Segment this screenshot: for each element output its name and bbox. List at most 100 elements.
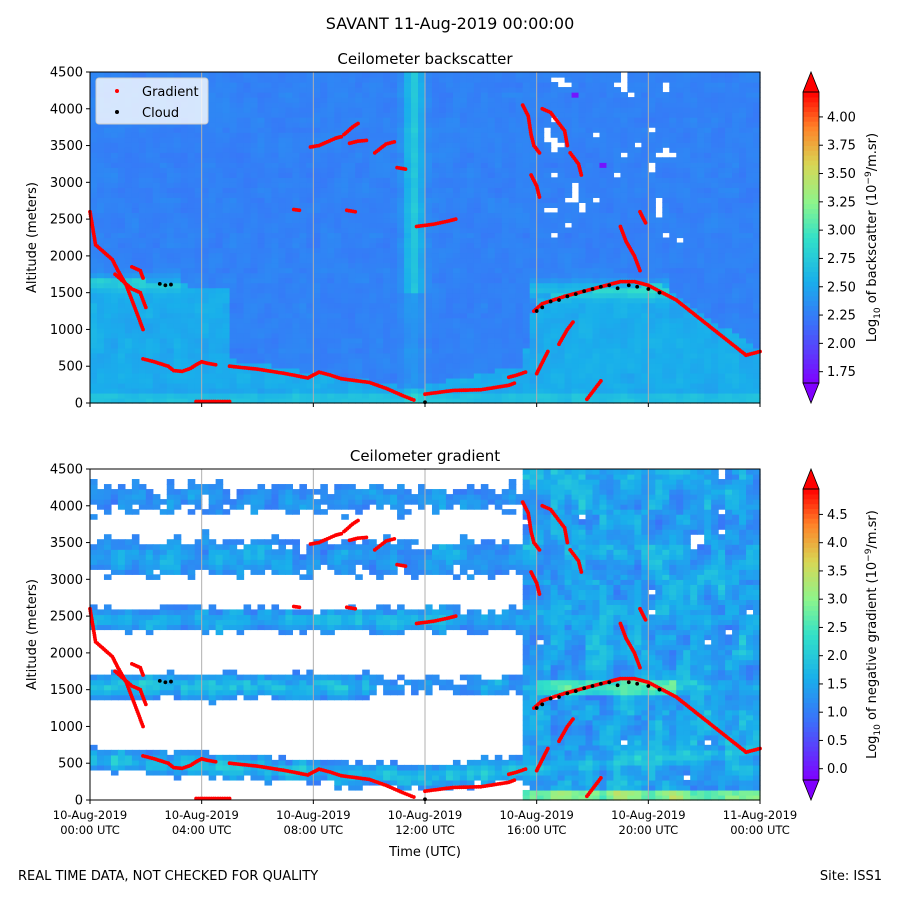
heatmap-cell — [592, 147, 601, 153]
heatmap-cell — [376, 152, 384, 158]
heatmap-cell — [131, 132, 140, 138]
heatmap-cell — [355, 227, 363, 234]
heatmap-cell — [592, 242, 601, 249]
heatmap-cell — [459, 252, 468, 259]
heatmap-cell — [494, 312, 503, 319]
heatmap-cell — [96, 262, 105, 269]
heatmap-cell — [271, 112, 280, 118]
heatmap-cell — [187, 332, 196, 339]
heatmap-cell — [103, 202, 112, 209]
heatmap-cell — [327, 217, 335, 224]
heatmap-cell — [459, 367, 468, 374]
heatmap-cell — [369, 347, 377, 354]
heatmap-cell — [243, 202, 252, 209]
heatmap-cell — [285, 262, 293, 269]
heatmap-cell — [390, 107, 398, 113]
heatmap-cell — [327, 127, 335, 133]
heatmap-cell — [404, 187, 412, 193]
heatmap-cell — [208, 327, 217, 334]
heatmap-cell — [557, 172, 566, 178]
heatmap-cell — [452, 192, 461, 198]
heatmap-cell — [152, 302, 161, 309]
heatmap-cell — [96, 232, 105, 239]
heatmap-cell — [494, 222, 503, 229]
heatmap-cell — [152, 312, 161, 319]
heatmap-cell — [306, 77, 314, 83]
heatmap-cell — [145, 262, 154, 269]
heatmap-cell — [236, 212, 245, 219]
heatmap-cell — [536, 77, 545, 83]
heatmap-cell — [117, 222, 126, 229]
heatmap-cell — [362, 117, 370, 123]
heatmap-cell — [459, 242, 468, 249]
heatmap-cell — [313, 312, 321, 319]
heatmap-cell — [438, 357, 447, 364]
heatmap-cell — [515, 72, 524, 78]
heatmap-cell — [243, 272, 252, 279]
heatmap-cell — [606, 267, 615, 274]
heatmap-cell — [236, 307, 245, 314]
heatmap-cell — [299, 232, 307, 239]
heatmap-cell — [278, 287, 287, 294]
heatmap-cell — [425, 297, 433, 304]
heatmap-cell — [194, 217, 203, 224]
heatmap-cell — [278, 232, 287, 239]
heatmap-cell — [362, 322, 370, 329]
heatmap-cell — [313, 317, 321, 324]
heatmap-cell — [404, 72, 412, 78]
heatmap-cell — [299, 327, 307, 334]
heatmap-cell — [90, 217, 98, 224]
heatmap-cell — [431, 372, 440, 379]
heatmap-cell — [431, 212, 440, 219]
heatmap-cell — [131, 327, 140, 334]
heatmap-cell — [445, 332, 454, 339]
heatmap-cell — [418, 177, 426, 183]
heatmap-cell — [550, 287, 559, 294]
heatmap-cell — [599, 77, 608, 83]
heatmap-cell — [348, 257, 356, 264]
heatmap-cell — [585, 162, 594, 168]
heatmap-cell — [390, 317, 398, 324]
heatmap-cell — [585, 397, 594, 404]
heatmap-cell — [543, 152, 552, 158]
heatmap-cell — [550, 277, 559, 284]
heatmap-cell — [369, 167, 377, 173]
heatmap-cell — [264, 397, 273, 404]
heatmap-cell — [536, 197, 545, 203]
heatmap-cell — [431, 237, 440, 244]
heatmap-cell — [222, 127, 231, 133]
heatmap-cell — [585, 327, 594, 334]
heatmap-cell — [418, 157, 426, 163]
heatmap-cell — [110, 377, 119, 384]
heatmap-cell — [208, 297, 217, 304]
heatmap-cell — [159, 167, 168, 173]
heatmap-cell — [313, 397, 321, 404]
heatmap-cell — [543, 287, 552, 294]
heatmap-cell — [243, 337, 252, 344]
heatmap-cell — [264, 342, 273, 349]
heatmap-cell — [194, 327, 203, 334]
heatmap-cell — [243, 82, 252, 88]
heatmap-cell — [431, 342, 440, 349]
heatmap-cell — [166, 352, 175, 359]
heatmap-cell — [180, 277, 189, 284]
heatmap-cell — [536, 357, 545, 364]
heatmap-cell — [390, 362, 398, 369]
heatmap-cell — [194, 367, 203, 374]
heatmap-cell — [236, 107, 245, 113]
heatmap-cell — [473, 237, 482, 244]
heatmap-cell — [348, 197, 356, 203]
heatmap-cell — [411, 242, 419, 249]
heatmap-cell — [96, 277, 105, 284]
heatmap-cell — [599, 252, 608, 259]
heatmap-cell — [271, 362, 280, 369]
heatmap-cell — [173, 387, 182, 394]
heatmap-cell — [543, 82, 552, 88]
heatmap-cell — [613, 152, 622, 158]
heatmap-cell — [341, 277, 349, 284]
heatmap-cell — [571, 342, 580, 349]
heatmap-cell — [257, 257, 266, 264]
heatmap-cell — [257, 302, 266, 309]
heatmap-cell — [222, 342, 231, 349]
heatmap-cell — [397, 367, 405, 374]
